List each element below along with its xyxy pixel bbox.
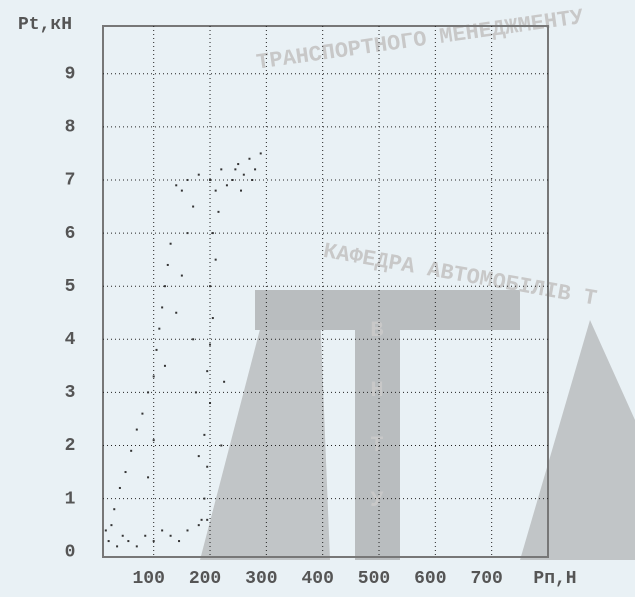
point (215, 190, 217, 192)
point (209, 285, 211, 287)
point (206, 519, 208, 521)
point (217, 211, 219, 213)
point (175, 312, 177, 314)
point (212, 232, 214, 234)
point (161, 529, 163, 531)
point (192, 338, 194, 340)
x-axis-label: Pп,Н (533, 569, 576, 589)
point (127, 540, 129, 542)
point (181, 190, 183, 192)
point (170, 535, 172, 537)
y-axis-label: Pt,кН (18, 15, 72, 35)
point (108, 540, 110, 542)
point (223, 381, 225, 383)
watermark-text: Н (370, 378, 383, 403)
watermark-text: У (370, 488, 384, 513)
point (175, 184, 177, 186)
point (125, 471, 127, 473)
watermark-text: В (370, 318, 383, 343)
y-tick-label: 4 (65, 330, 76, 350)
y-tick-label: 0 (65, 542, 76, 562)
point (212, 317, 214, 319)
point (130, 450, 132, 452)
y-tick-label: 6 (65, 224, 76, 244)
x-tick-label: 600 (414, 569, 446, 589)
x-tick-label: 400 (301, 569, 333, 589)
point (141, 413, 143, 415)
point (156, 349, 158, 351)
y-tick-label: 7 (65, 171, 76, 191)
point (198, 174, 200, 176)
y-tick-label: 2 (65, 436, 76, 456)
point (237, 163, 239, 165)
point (136, 429, 138, 431)
point (110, 524, 112, 526)
point (178, 540, 180, 542)
point (186, 232, 188, 234)
point (215, 259, 217, 261)
point (260, 152, 262, 154)
point (198, 524, 200, 526)
point (203, 498, 205, 500)
x-tick-label: 500 (358, 569, 390, 589)
x-tick-label: 300 (245, 569, 277, 589)
y-tick-label: 1 (65, 489, 76, 509)
y-tick-label: 8 (65, 118, 76, 138)
point (144, 535, 146, 537)
chart: ТРАНСПОРТНОГО МЕНЕДЖМЕНТУ КАФЕДРА АВТОМО… (0, 0, 635, 597)
point (136, 545, 138, 547)
point (226, 184, 228, 186)
point (164, 285, 166, 287)
point (170, 243, 172, 245)
point (195, 391, 197, 393)
point (206, 466, 208, 468)
point (167, 264, 169, 266)
point (147, 391, 149, 393)
point (209, 344, 211, 346)
watermark-text: Т (370, 433, 383, 458)
x-tick-label: 700 (470, 569, 502, 589)
point (243, 174, 245, 176)
x-tick-label: 200 (189, 569, 221, 589)
point (181, 275, 183, 277)
point (158, 328, 160, 330)
point (186, 529, 188, 531)
point (186, 179, 188, 181)
point (164, 365, 166, 367)
point (161, 306, 163, 308)
point (119, 487, 121, 489)
point (147, 476, 149, 478)
y-tick-label: 3 (65, 383, 76, 403)
logo-shape (255, 290, 520, 330)
point (220, 444, 222, 446)
point (201, 519, 203, 521)
point (122, 535, 124, 537)
point (192, 206, 194, 208)
y-tick-label: 9 (65, 65, 76, 85)
point (113, 508, 115, 510)
point (254, 168, 256, 170)
point (105, 529, 107, 531)
point (153, 375, 155, 377)
point (251, 179, 253, 181)
point (206, 370, 208, 372)
point (198, 455, 200, 457)
point (232, 179, 234, 181)
point (209, 179, 211, 181)
point (240, 190, 242, 192)
point (153, 540, 155, 542)
point (234, 168, 236, 170)
point (116, 545, 118, 547)
x-tick-label: 100 (132, 569, 164, 589)
y-tick-label: 5 (65, 277, 76, 297)
point (248, 158, 250, 160)
point (153, 439, 155, 441)
point (220, 168, 222, 170)
point (209, 402, 211, 404)
point (203, 434, 205, 436)
